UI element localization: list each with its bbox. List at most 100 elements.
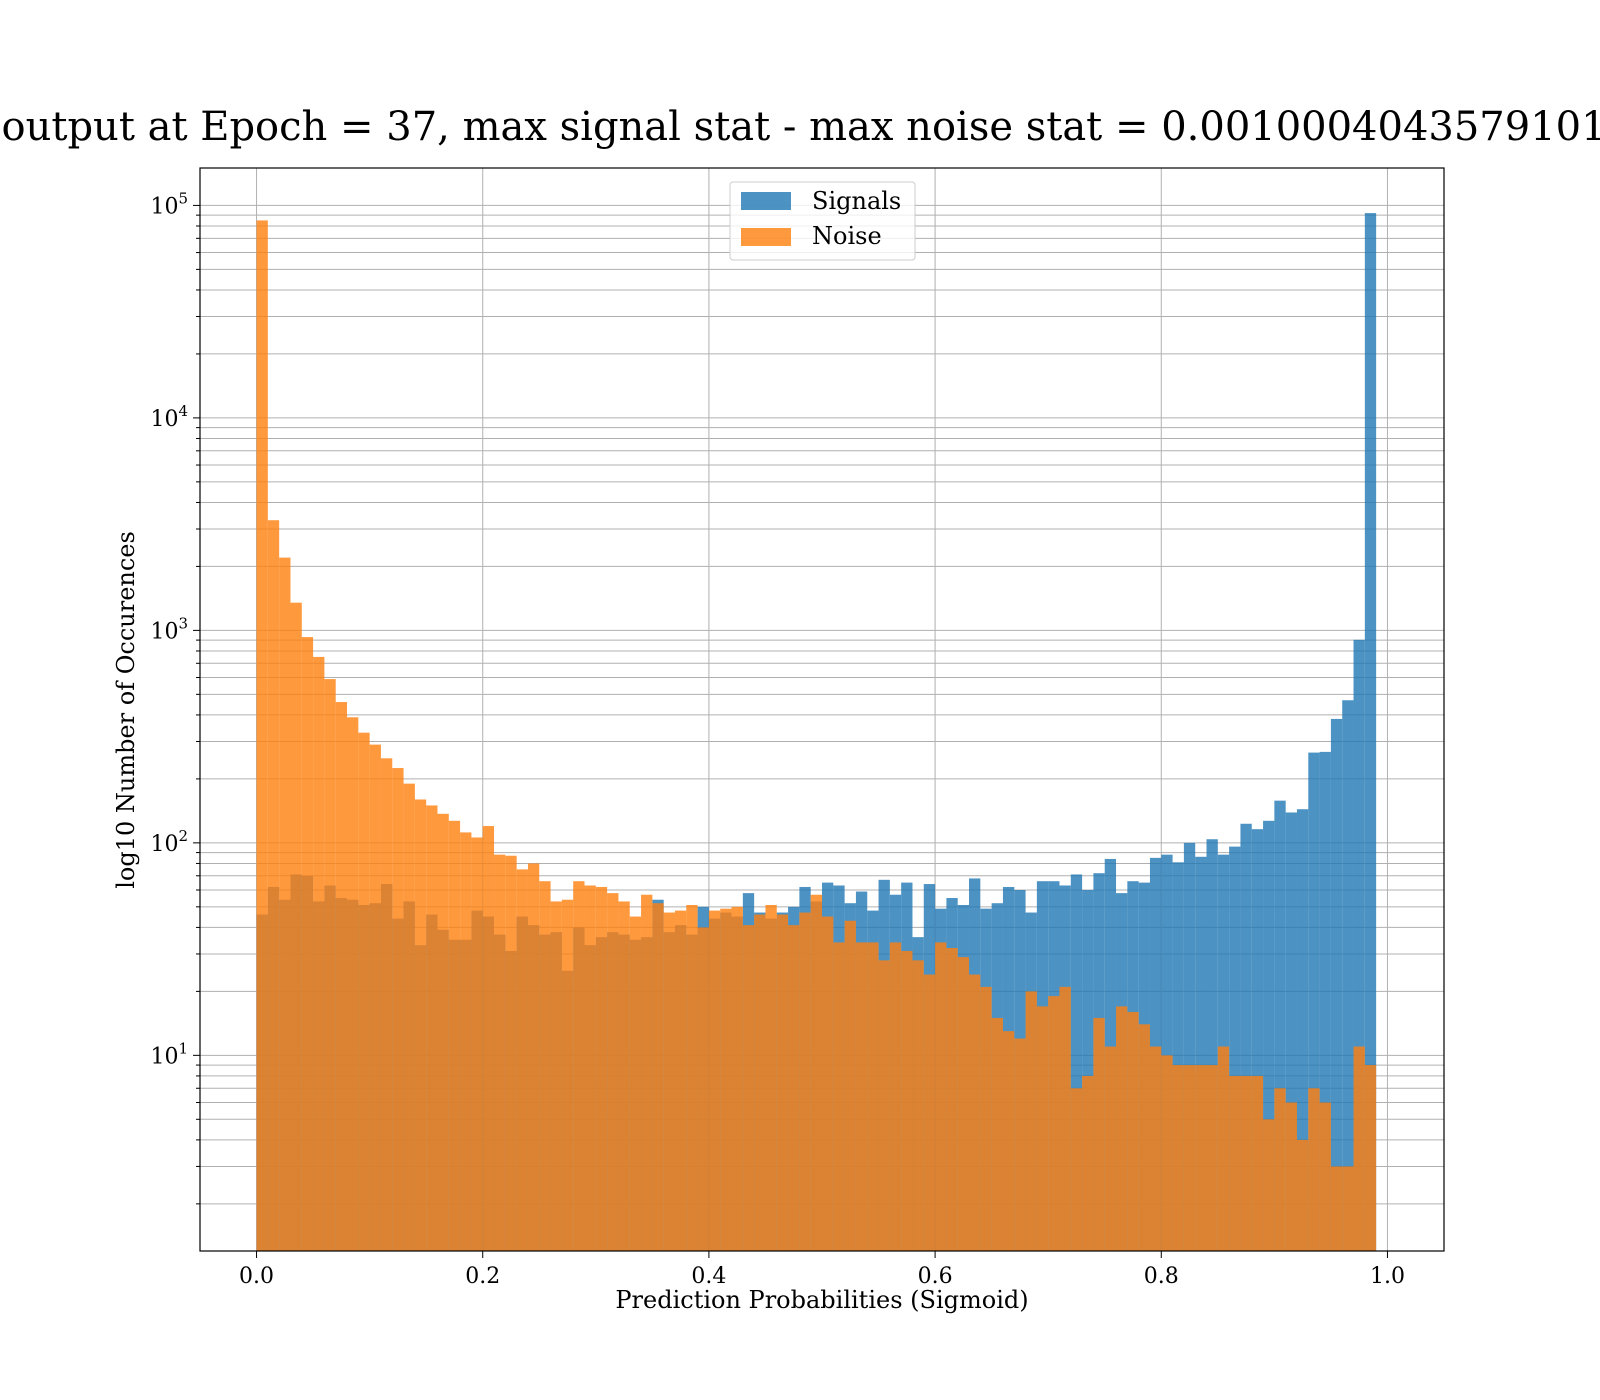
y-axis-ticks: 101 102 103 104 105 <box>150 189 200 1205</box>
noise-bar <box>1263 1119 1275 1251</box>
noise-bar <box>516 869 528 1251</box>
signals-bar <box>1285 812 1297 1251</box>
noise-bar <box>539 881 551 1251</box>
noise-bar <box>460 832 472 1251</box>
y-axis-label: log10 Number of Occurences <box>112 531 140 889</box>
noise-bar <box>674 910 687 1251</box>
x-tick-label: 0.2 <box>465 1264 500 1289</box>
noise-bar <box>550 901 562 1251</box>
noise-bar <box>742 925 755 1251</box>
signals-bar <box>1274 800 1286 1251</box>
noise-bar <box>923 974 936 1251</box>
noise-bar <box>889 942 902 1251</box>
noise-bar <box>776 914 789 1251</box>
signals-bar <box>1364 213 1377 1251</box>
noise-bar <box>969 974 981 1251</box>
noise-bar <box>1206 1065 1218 1251</box>
noise-bar <box>1127 1011 1139 1251</box>
noise-bar <box>1025 991 1037 1251</box>
noise-bar <box>867 942 879 1251</box>
noise-bar <box>618 901 630 1251</box>
noise-bar <box>561 899 574 1251</box>
noise-bar <box>1342 1166 1354 1251</box>
noise-bar <box>1319 1102 1331 1251</box>
noise-bar <box>290 602 302 1251</box>
noise-bar <box>957 957 970 1251</box>
legend-label-noise: Noise <box>812 222 882 250</box>
signals-bar <box>1330 718 1343 1251</box>
noise-bar <box>833 942 845 1251</box>
noise-bar <box>448 820 461 1251</box>
signals-bar <box>1308 752 1320 1251</box>
noise-bar <box>392 768 404 1251</box>
noise-bar <box>1149 1046 1162 1251</box>
noise-bar <box>1183 1065 1196 1251</box>
noise-bar <box>686 904 698 1251</box>
signals-bar <box>1161 854 1173 1251</box>
noise-bar <box>1330 1166 1343 1251</box>
noise-bar <box>369 744 381 1251</box>
noise-bar <box>765 904 777 1251</box>
x-axis-label: Prediction Probabilities (Sigmoid) <box>615 1286 1028 1314</box>
noise-bar <box>482 826 495 1251</box>
noise-bar <box>708 910 721 1251</box>
noise-bar <box>414 799 427 1251</box>
noise-bar <box>1229 1075 1241 1251</box>
noise-bar <box>301 637 314 1251</box>
x-axis-ticks: 0.0 0.2 0.4 0.6 0.8 1.0 <box>239 1251 1405 1289</box>
noise-bar <box>256 220 268 1252</box>
noise-bar <box>1308 1088 1320 1251</box>
noise-bar <box>855 942 868 1251</box>
noise-bar <box>991 1017 1003 1251</box>
noise-bar <box>1104 1046 1117 1251</box>
noise-bar <box>1093 1017 1105 1251</box>
y-tick-label: 103 <box>150 614 188 644</box>
signals-bar <box>1342 700 1354 1251</box>
noise-bar <box>1116 1006 1128 1251</box>
noise-bar <box>279 557 291 1251</box>
signals-bar <box>1183 842 1196 1251</box>
noise-bar <box>437 813 449 1251</box>
noise-bar <box>313 656 325 1251</box>
noise-bar <box>584 885 596 1251</box>
y-tick-label: 104 <box>150 402 188 432</box>
noise-bar <box>1070 1088 1083 1251</box>
noise-bar <box>494 854 506 1251</box>
legend-swatch-noise <box>741 228 791 246</box>
noise-bar <box>1274 1088 1286 1251</box>
noise-bar <box>810 894 822 1251</box>
signals-bar <box>1229 846 1241 1251</box>
x-tick-label: 0.8 <box>1144 1264 1179 1289</box>
noise-bar <box>1240 1075 1252 1251</box>
signals-bar <box>1070 874 1083 1251</box>
noise-bar <box>844 920 856 1251</box>
noise-bar <box>1082 1075 1094 1251</box>
noise-bar <box>799 912 811 1251</box>
y-tick-label: 101 <box>150 1039 188 1069</box>
noise-bar <box>1353 1046 1365 1251</box>
noise-bar <box>335 702 348 1251</box>
noise-bar <box>912 960 924 1251</box>
x-tick-label: 1.0 <box>1370 1264 1405 1289</box>
signals-bar <box>1353 639 1365 1251</box>
legend-swatch-signals <box>741 192 791 210</box>
noise-bar <box>607 893 619 1251</box>
signals-bar <box>1195 856 1207 1251</box>
signals-bar <box>1082 890 1094 1251</box>
noise-bar <box>347 717 359 1251</box>
noise-bar <box>505 855 517 1251</box>
noise-bar <box>595 886 608 1251</box>
y-tick-label: 105 <box>150 189 188 219</box>
noise-bar <box>1036 1006 1049 1251</box>
noise-bar <box>527 863 540 1251</box>
legend-label-signals: Signals <box>812 187 901 215</box>
noise-bar <box>720 908 732 1251</box>
noise-bar <box>1285 1102 1297 1251</box>
noise-bar <box>731 906 743 1251</box>
chart-title: Prob output at Epoch = 37, max signal st… <box>0 104 1600 150</box>
series-noise <box>256 220 1377 1252</box>
noise-bar <box>471 837 483 1251</box>
noise-bar <box>1138 1024 1150 1251</box>
signals-bar <box>1319 751 1331 1251</box>
